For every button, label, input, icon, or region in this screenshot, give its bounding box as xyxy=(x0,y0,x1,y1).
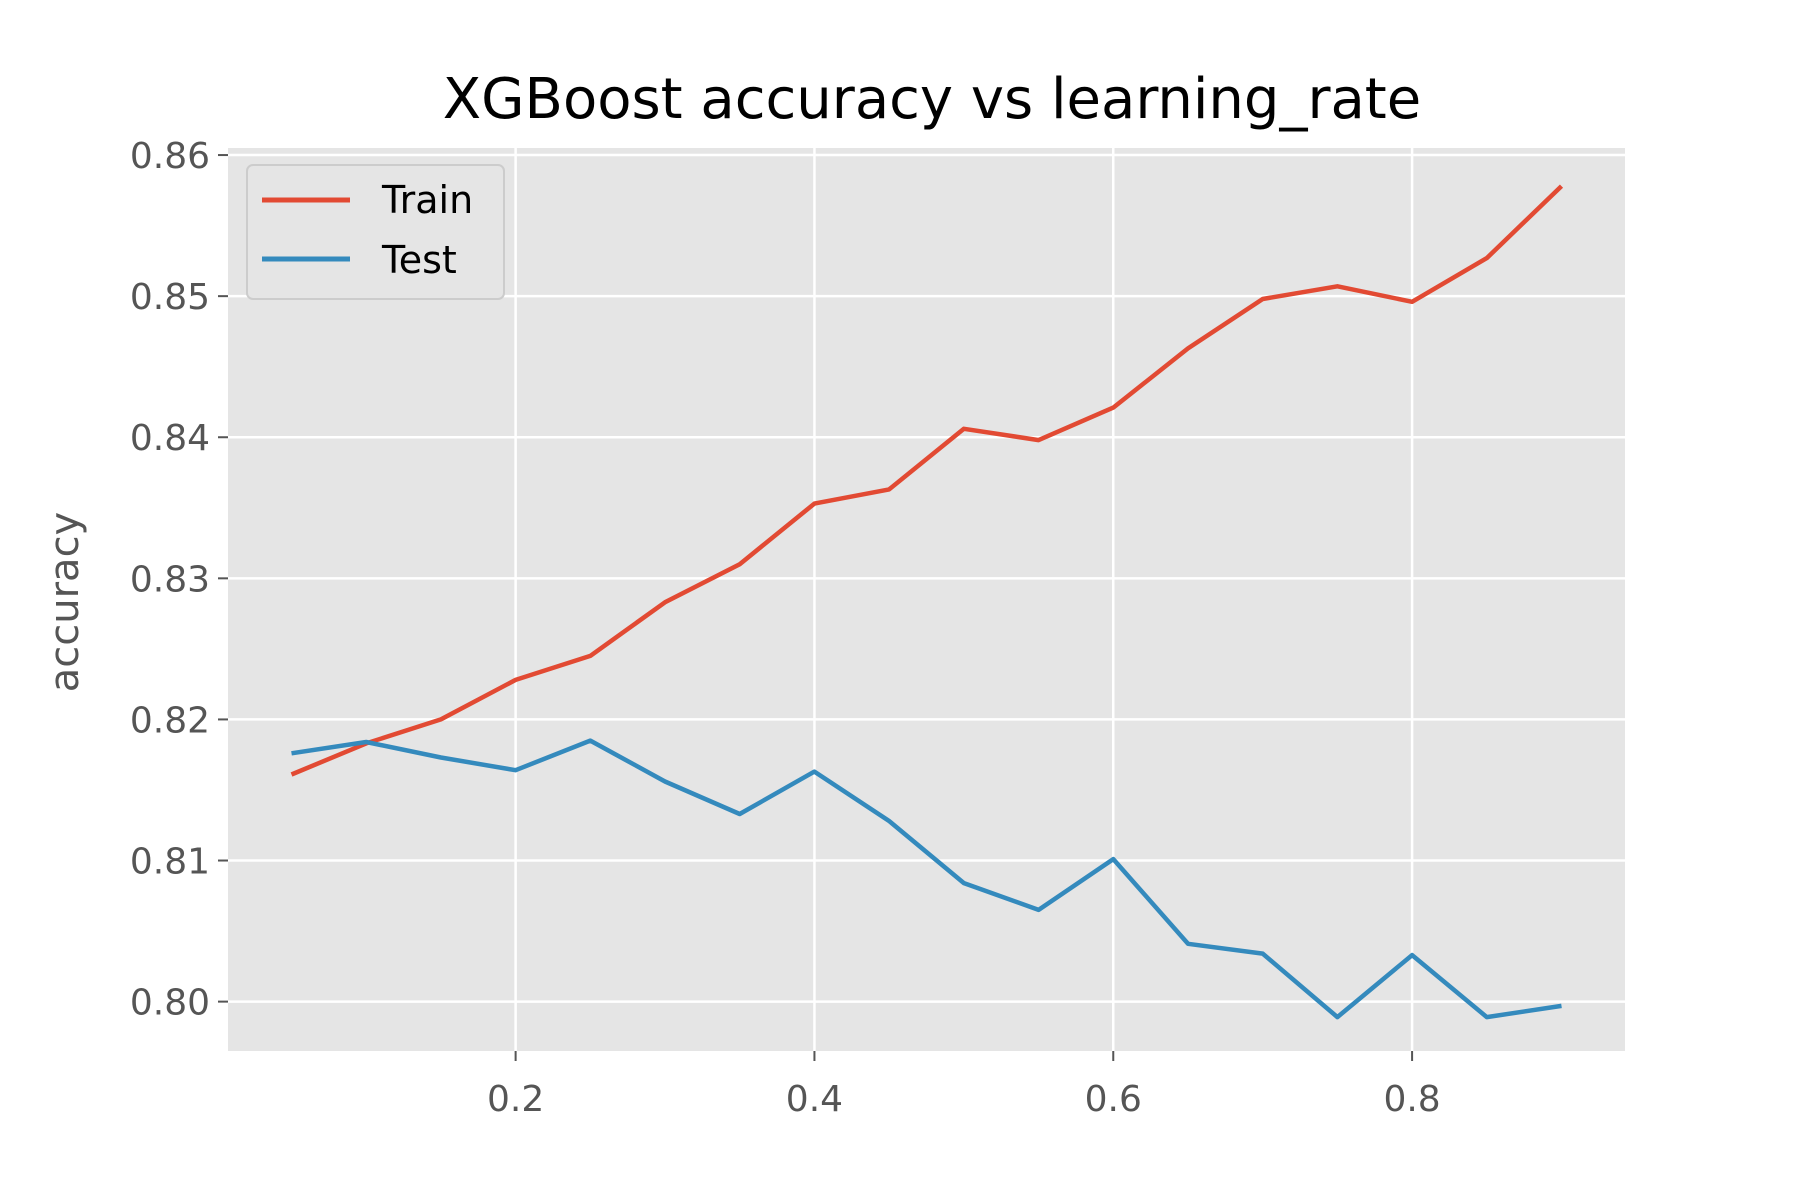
legend: Train Test xyxy=(246,164,505,300)
x-tick-label: 0.6 xyxy=(1085,1079,1142,1120)
series-line-test xyxy=(291,738,1562,1020)
x-tick-label: 0.2 xyxy=(487,1079,544,1120)
x-tick-label: 0.8 xyxy=(1383,1079,1440,1120)
y-tick-label: 0.86 xyxy=(130,136,210,177)
grid-lines xyxy=(228,148,1625,1051)
y-axis: 0.80 0.81 0.82 0.83 0.84 0.85 0.86 xyxy=(130,136,228,1024)
series-lines xyxy=(290,184,1564,1020)
x-tick-label: 0.4 xyxy=(786,1079,843,1120)
y-tick-label: 0.84 xyxy=(130,418,210,459)
y-tick-label: 0.82 xyxy=(130,700,210,741)
legend-label-train: Train xyxy=(381,178,473,222)
y-axis-label: accuracy xyxy=(42,512,88,692)
y-tick-label: 0.85 xyxy=(130,277,210,318)
legend-label-test: Test xyxy=(381,238,457,282)
y-tick-label: 0.81 xyxy=(130,842,210,883)
chart-title: XGBoost accuracy vs learning_rate xyxy=(443,67,1421,132)
y-tick-label: 0.80 xyxy=(130,983,210,1024)
series-line-train xyxy=(290,184,1564,777)
y-tick-label: 0.83 xyxy=(130,559,210,600)
x-axis: 0.2 0.4 0.6 0.8 xyxy=(487,1051,1441,1120)
